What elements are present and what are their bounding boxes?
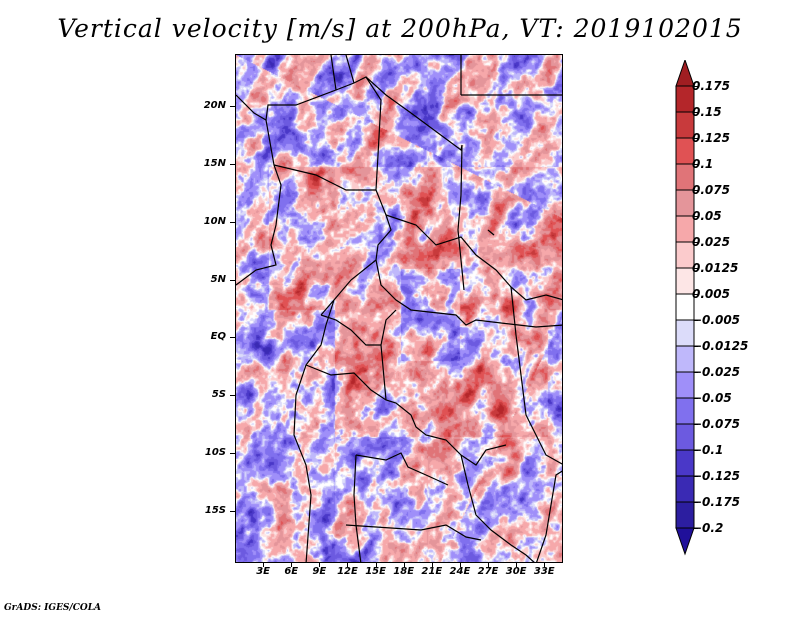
colorbar-label: −0.0125 [692, 339, 748, 353]
y-tick-mark [230, 280, 235, 281]
border-line [306, 365, 536, 563]
colorbar-label: −0.125 [692, 469, 740, 483]
map-plot-area [235, 54, 563, 563]
x-tick-label: 9E [312, 566, 326, 577]
x-tick-mark [460, 563, 461, 567]
border-line [511, 287, 563, 465]
x-tick-mark [544, 563, 545, 567]
y-tick-mark [230, 164, 235, 165]
x-tick-mark [263, 563, 264, 567]
x-tick-mark [432, 563, 433, 567]
y-tick-label: EQ [211, 331, 226, 342]
colorbar-label: −0.2 [692, 521, 723, 535]
x-tick-mark [291, 563, 292, 567]
y-tick-label: 5S [212, 389, 226, 400]
border-line [236, 77, 464, 290]
x-tick-mark [376, 563, 377, 567]
y-tick-mark [230, 106, 235, 107]
y-tick-mark [230, 453, 235, 454]
border-line [294, 300, 334, 563]
y-tick-mark [230, 337, 235, 338]
colorbar-label: −0.1 [692, 443, 723, 457]
colorbar-label: 0.175 [692, 79, 730, 93]
border-line [386, 215, 563, 300]
border-line [536, 470, 563, 563]
border-line [488, 230, 494, 235]
country-borders [236, 55, 563, 563]
x-tick-mark [488, 563, 489, 567]
border-line [274, 165, 376, 190]
border-line [331, 55, 336, 90]
colorbar-label: −0.005 [692, 313, 740, 327]
border-line [321, 77, 391, 315]
colorbar-label: 0.125 [692, 131, 730, 145]
colorbar-label: −0.025 [692, 365, 740, 379]
x-tick-label: 30E [506, 566, 527, 577]
x-tick-mark [319, 563, 320, 567]
y-tick-label: 10S [205, 447, 226, 458]
border-line [321, 315, 381, 345]
colorbar-label: 0.1 [692, 157, 713, 171]
x-tick-label: 3E [256, 566, 270, 577]
footer-credit: GrADS: IGES/COLA [4, 603, 101, 613]
colorbar-label: 0.005 [692, 287, 730, 301]
x-tick-label: 12E [337, 566, 358, 577]
border-line [461, 445, 506, 465]
border-line [346, 525, 481, 540]
colorbar-label: 0.025 [692, 235, 730, 249]
y-tick-mark [230, 511, 235, 512]
y-tick-mark [230, 395, 235, 396]
y-tick-mark [230, 222, 235, 223]
colorbar-label: 0.15 [692, 105, 722, 119]
border-line [356, 453, 448, 485]
y-tick-label: 5N [211, 274, 226, 285]
x-tick-label: 27E [478, 566, 499, 577]
colorbar-label: 0.075 [692, 183, 730, 197]
x-tick-label: 24E [450, 566, 471, 577]
x-tick-label: 15E [365, 566, 386, 577]
x-tick-mark [516, 563, 517, 567]
chart-title: Vertical velocity [m/s] at 200hPa, VT: 2… [0, 14, 800, 43]
border-line [346, 55, 354, 83]
x-tick-label: 18E [393, 566, 414, 577]
y-tick-label: 10N [204, 216, 226, 227]
colorbar-label: −0.05 [692, 391, 732, 405]
colorbar-label: −0.075 [692, 417, 740, 431]
y-tick-label: 15S [205, 505, 226, 516]
colorbar-label: 0.0125 [692, 261, 738, 275]
border-line [236, 120, 281, 285]
colorbar-label: 0.05 [692, 209, 722, 223]
border-line [376, 260, 563, 327]
y-tick-label: 20N [204, 100, 226, 111]
border-line [354, 455, 361, 563]
x-tick-mark [404, 563, 405, 567]
border-line [381, 310, 396, 400]
colorbar-label: −0.175 [692, 495, 740, 509]
y-tick-label: 15N [204, 158, 226, 169]
x-tick-label: 33E [534, 566, 555, 577]
x-tick-label: 21E [421, 566, 442, 577]
x-tick-label: 6E [284, 566, 298, 577]
x-tick-mark [347, 563, 348, 567]
